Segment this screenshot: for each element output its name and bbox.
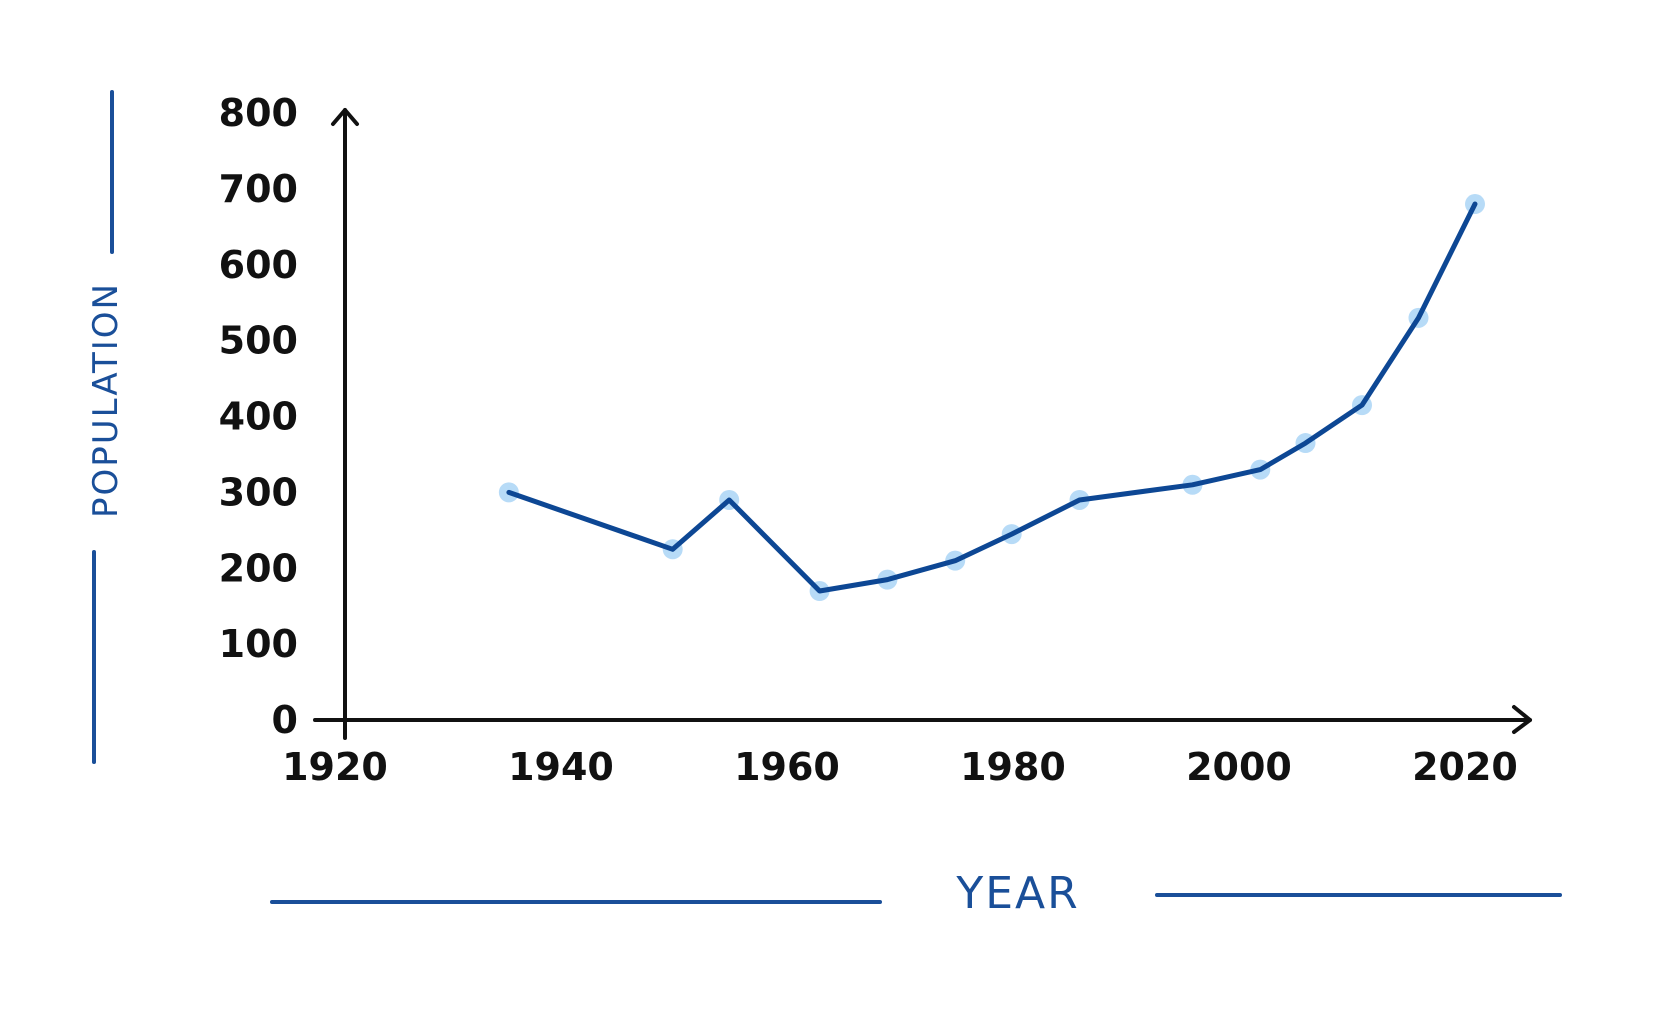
y-tick-label: 800 — [219, 91, 298, 135]
y-tick-label: 300 — [219, 470, 298, 514]
x-axis-arrow — [1512, 705, 1532, 734]
x-tick-label: 1980 — [960, 745, 1066, 789]
x-tick-label: 2020 — [1412, 745, 1518, 789]
y-axis-ticks: 0 100 200 300 400 500 600 700 800 — [219, 91, 298, 742]
y-tick-label: 200 — [219, 546, 298, 590]
series-line — [506, 201, 1478, 594]
x-tick-label: 1920 — [282, 745, 388, 789]
x-tick-label: 1940 — [508, 745, 614, 789]
x-axis-ticks: 1920 1940 1960 1980 2000 2020 — [282, 745, 1518, 789]
axes — [313, 108, 1532, 740]
y-tick-label: 600 — [219, 243, 298, 287]
y-tick-label: 400 — [219, 395, 298, 439]
x-axis-title: YEAR — [955, 868, 1079, 919]
y-tick-label: 700 — [219, 167, 298, 211]
y-tick-label: 0 — [272, 698, 298, 742]
x-tick-label: 2000 — [1186, 745, 1292, 789]
y-tick-label: 100 — [219, 622, 298, 666]
x-tick-label: 1960 — [734, 745, 840, 789]
y-axis-arrow — [331, 108, 359, 126]
series-lines — [506, 201, 1478, 594]
y-tick-label: 500 — [219, 319, 298, 363]
y-axis-title: POPULATION — [86, 282, 126, 518]
